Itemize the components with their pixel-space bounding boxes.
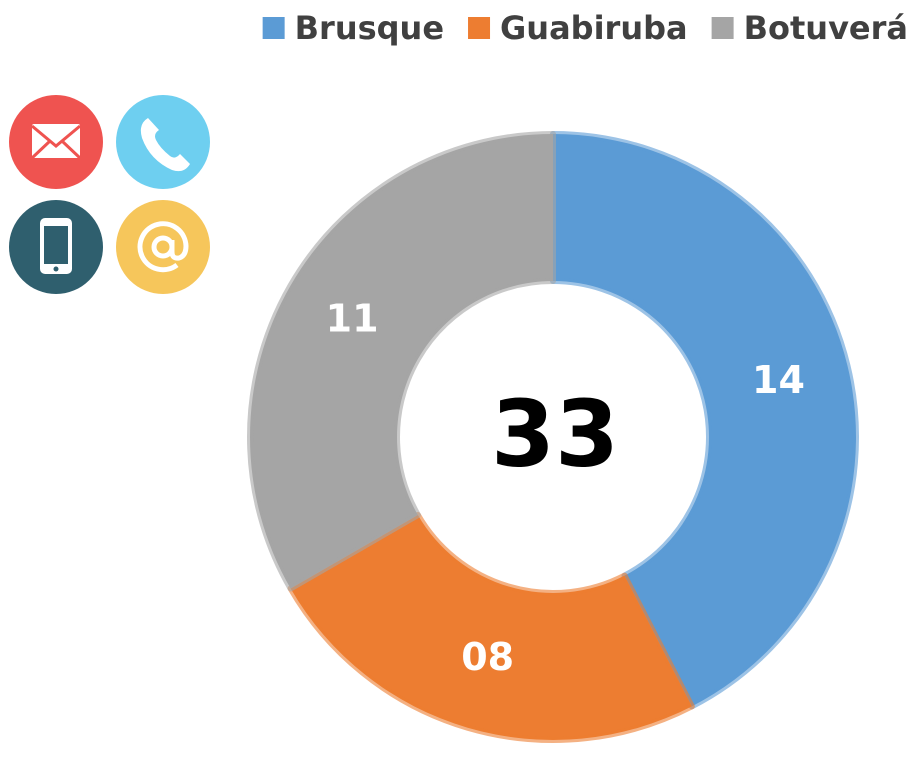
phone-icon (116, 95, 210, 189)
donut-slice (247, 131, 556, 592)
at-outer (137, 221, 189, 273)
legend-label: Guabiruba (500, 9, 688, 47)
envelope (32, 124, 80, 158)
legend-swatch (468, 17, 491, 39)
data-label: 08 (461, 635, 514, 679)
envelope-lines (30, 124, 82, 160)
legend-swatch (711, 17, 734, 39)
phone-handset (140, 118, 190, 172)
legend-label: Botuverá (744, 9, 908, 47)
data-label: 14 (752, 358, 805, 402)
mobile-button (53, 266, 59, 272)
at-icon (116, 200, 210, 294)
donut-slice (287, 512, 695, 743)
legend-swatch (262, 17, 285, 39)
total-label: 33 (491, 380, 619, 487)
data-label: 11 (326, 297, 379, 341)
legend-label: Brusque (295, 9, 444, 47)
donut-slice (550, 131, 859, 710)
mobile-screen (44, 226, 68, 264)
contact-icons (9, 95, 210, 294)
